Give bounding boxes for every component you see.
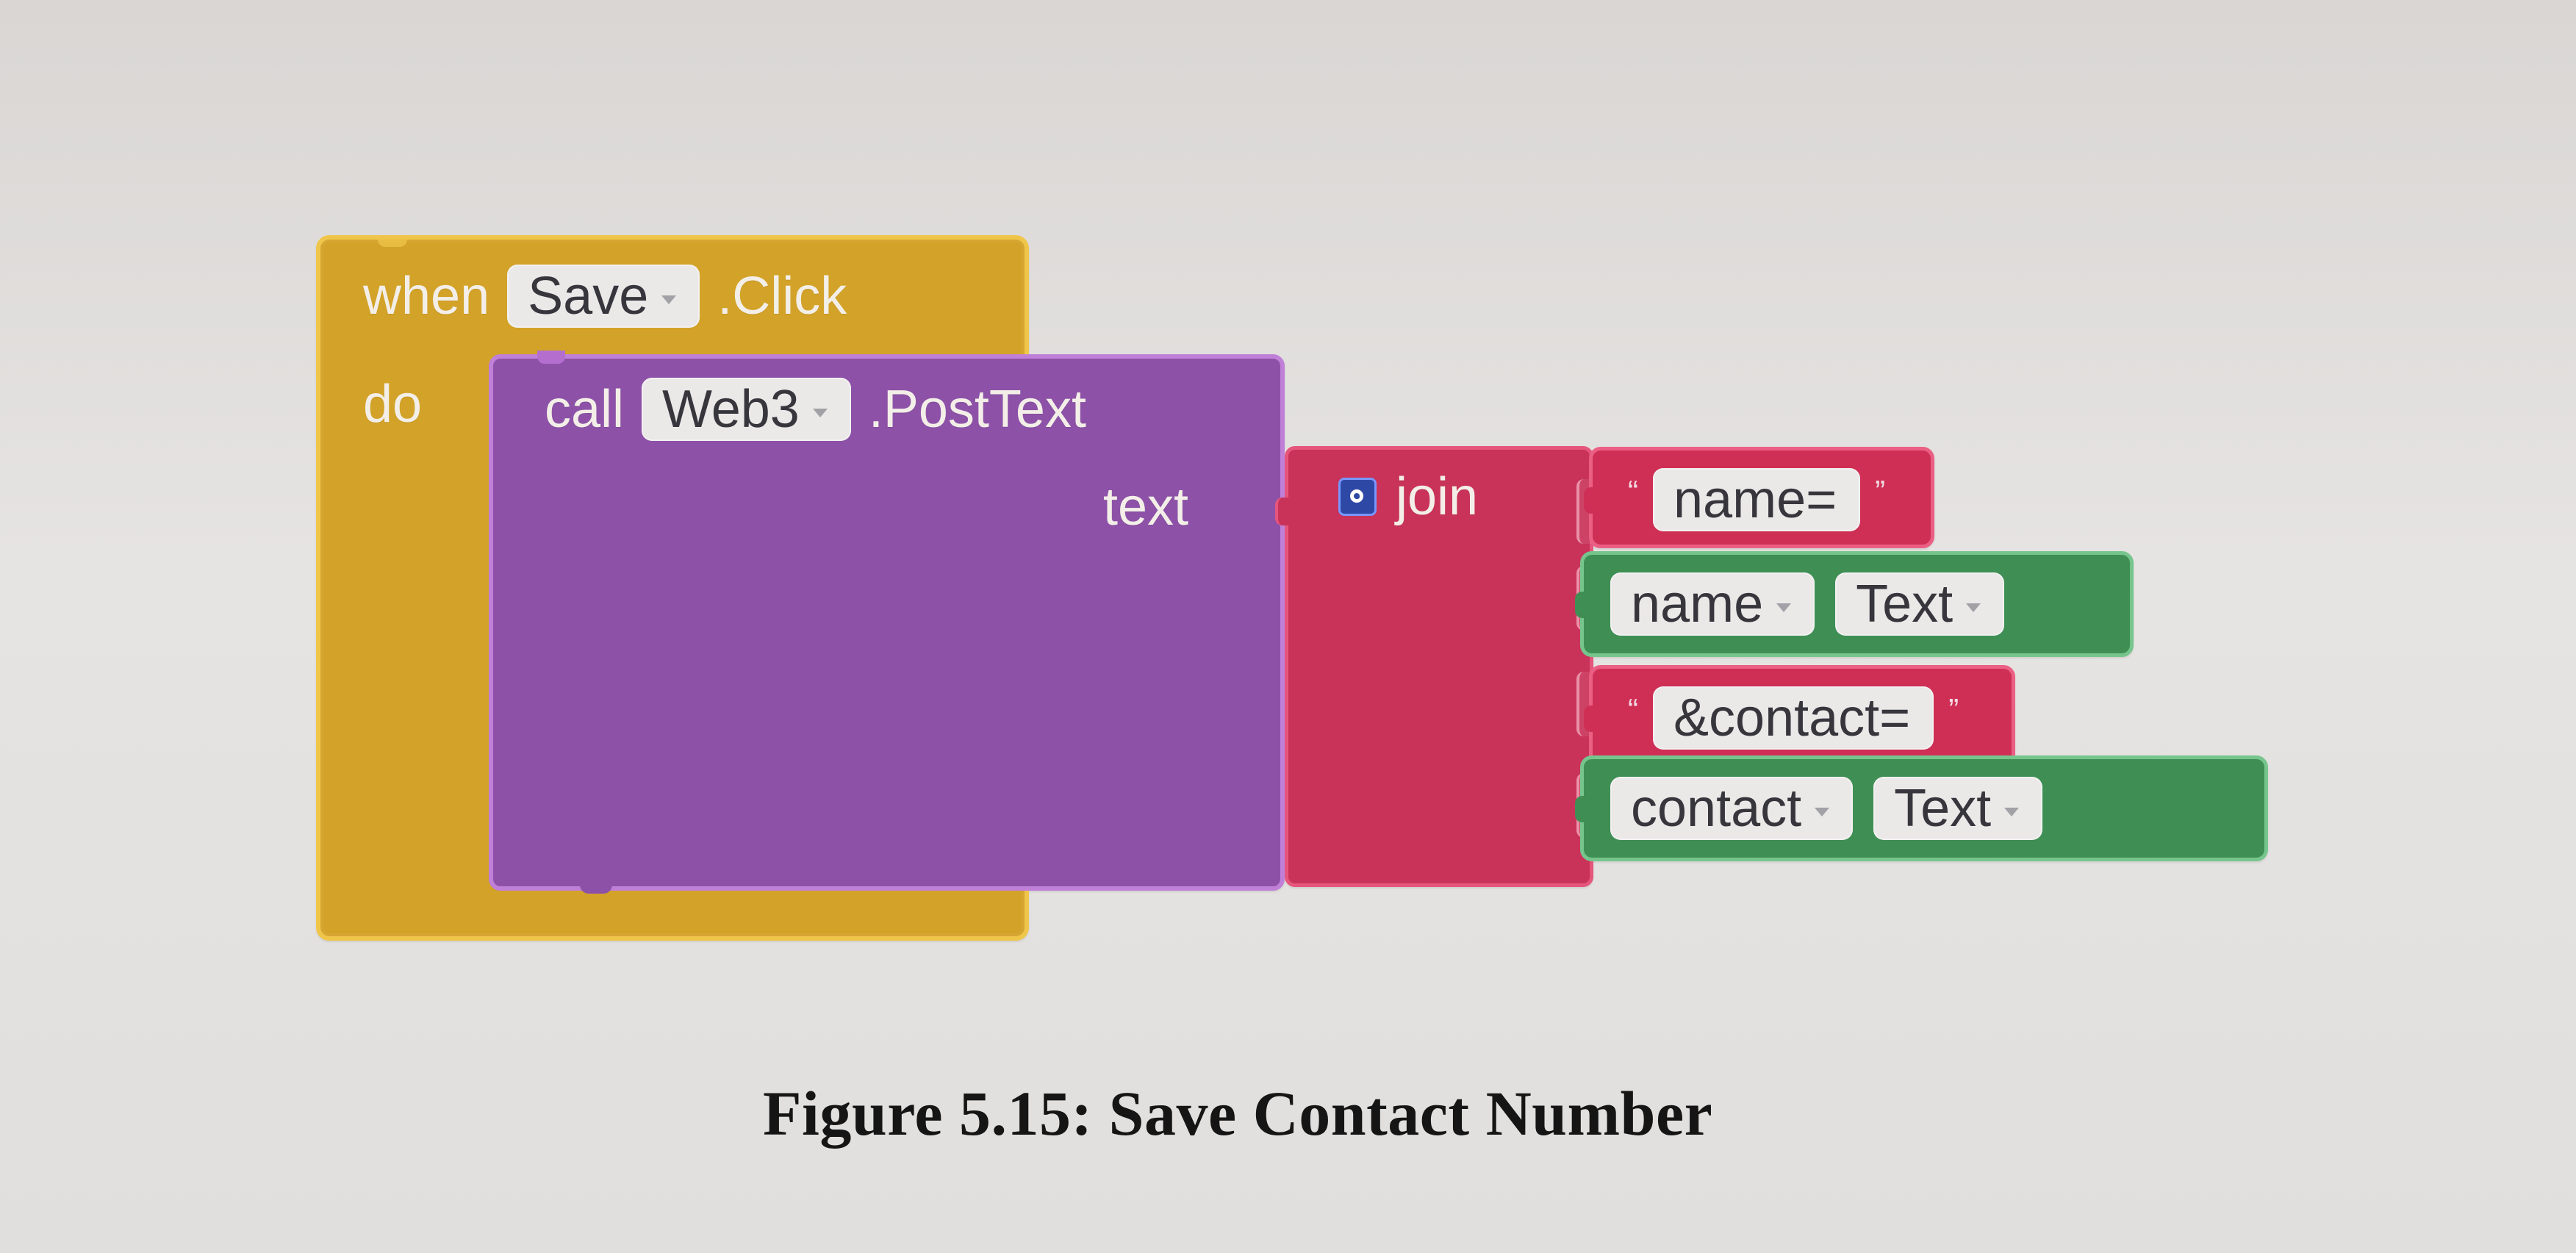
- text-block-contact[interactable]: “ &contact= ”: [1584, 665, 2015, 766]
- text-block-left-connector: [1584, 706, 1601, 732]
- do-label: do: [363, 375, 423, 434]
- contact-property-dropdown[interactable]: Text: [1873, 777, 2043, 840]
- name-property-dropdown[interactable]: Text: [1835, 572, 2005, 636]
- join-block[interactable]: join: [1275, 446, 1597, 887]
- text-block-content: “ &contact= ”: [1628, 686, 1959, 750]
- save-component-label: Save: [528, 267, 649, 326]
- text-argument-label: text: [1103, 478, 1189, 536]
- call-label: call: [545, 380, 625, 439]
- call-web3-posttext-block[interactable]: call Web3 .PostText text: [489, 351, 1285, 894]
- text-block-name[interactable]: “ name= ”: [1584, 447, 1934, 548]
- join-label: join: [1396, 467, 1479, 526]
- contact-component-label: contact: [1631, 779, 1802, 838]
- text-value: &contact=: [1673, 689, 1911, 747]
- figure-caption: Figure 5.15: Save Contact Number: [763, 1078, 1713, 1149]
- procedure-bottom-notch: [580, 880, 612, 894]
- text-value: name=: [1673, 470, 1837, 529]
- chevron-down-icon: [1815, 808, 1830, 816]
- text-block-left-connector: [1584, 487, 1601, 514]
- open-quote-icon: “: [1628, 474, 1638, 509]
- contact-component-dropdown[interactable]: contact: [1610, 777, 1854, 840]
- chevron-down-icon: [2004, 808, 2020, 816]
- click-event-label: .Click: [717, 267, 847, 326]
- chevron-down-icon: [1776, 603, 1792, 612]
- open-quote-icon: “: [1628, 692, 1638, 727]
- event-top-notch: [378, 235, 407, 247]
- property-block-content: contact Text: [1610, 777, 2043, 840]
- name-component-dropdown[interactable]: name: [1610, 572, 1815, 636]
- close-quote-icon: ”: [1948, 692, 1959, 727]
- name-property-label: Text: [1856, 575, 1953, 633]
- web3-component-dropdown[interactable]: Web3: [642, 378, 851, 441]
- text-value-field[interactable]: name=: [1653, 468, 1861, 531]
- close-quote-icon: ”: [1875, 474, 1886, 509]
- text-block-content: “ name= ”: [1628, 468, 1885, 531]
- contact-property-label: Text: [1894, 779, 1992, 838]
- posttext-method-label: .PostText: [868, 380, 1086, 439]
- property-block-left-connector: [1575, 592, 1593, 618]
- property-block-left-connector: [1575, 796, 1593, 822]
- web3-component-label: Web3: [662, 380, 800, 439]
- name-component-label: name: [1631, 575, 1764, 633]
- join-header-row: join: [1338, 470, 1478, 523]
- join-left-connector: [1275, 498, 1299, 525]
- contact-text-getter-block[interactable]: contact Text: [1575, 755, 2268, 861]
- chevron-down-icon: [661, 295, 677, 304]
- gear-icon[interactable]: [1338, 478, 1377, 516]
- procedure-header-row: call Web3 .PostText: [545, 378, 1086, 441]
- property-block-content: name Text: [1610, 572, 2005, 636]
- save-component-dropdown[interactable]: Save: [507, 265, 700, 328]
- blocks-editor-canvas: when Save .Click do call Web3 .PostText: [316, 235, 2268, 941]
- event-header-row: when Save .Click: [363, 265, 847, 328]
- when-label: when: [363, 267, 490, 326]
- name-text-getter-block[interactable]: name Text: [1575, 551, 2134, 657]
- chevron-down-icon: [1966, 603, 1981, 612]
- procedure-top-notch: [537, 351, 565, 364]
- chevron-down-icon: [812, 409, 828, 417]
- text-value-field[interactable]: &contact=: [1653, 686, 1934, 750]
